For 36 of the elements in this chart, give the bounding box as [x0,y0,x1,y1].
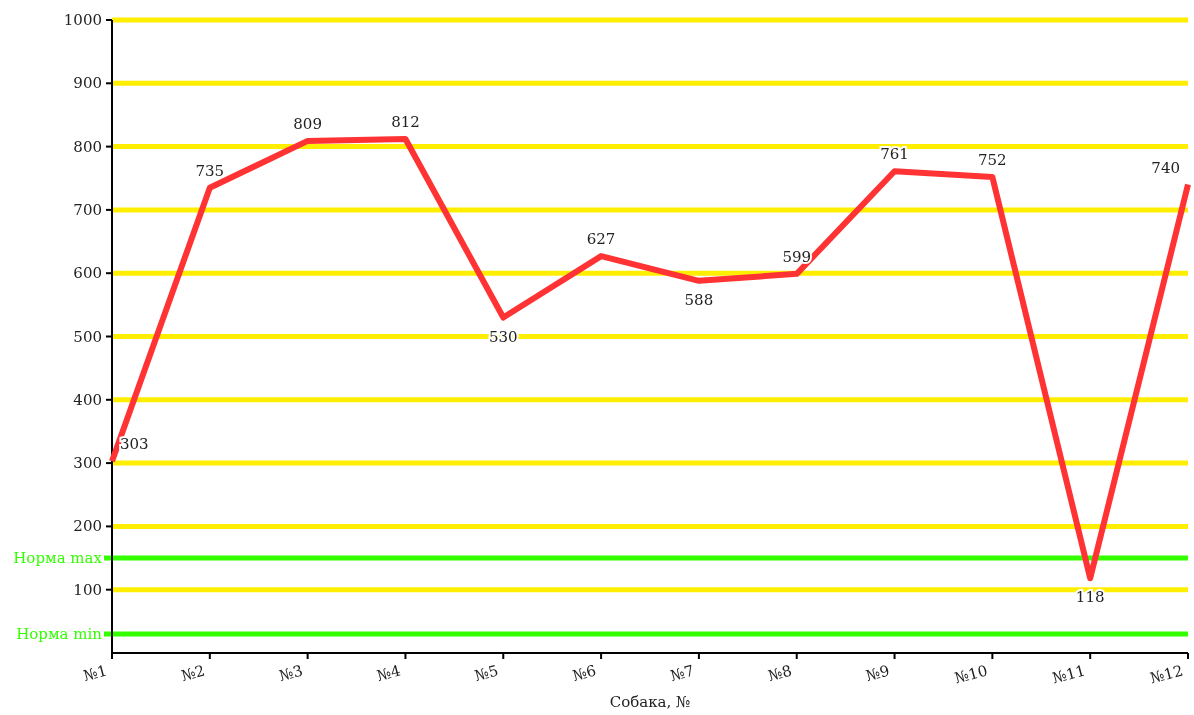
y-tick-label: 500 [73,327,102,346]
data-label: 303 [120,435,149,454]
data-label: 627 [586,230,616,249]
data-label: 812 [391,113,420,131]
y-tick-label: 700 [73,200,102,219]
x-tick-label: №7 [668,661,696,686]
ref-line-label: Норма max [13,549,103,568]
data-label: 752 [978,150,1007,169]
x-tick-label: №10 [952,661,990,688]
x-tick-label: №2 [179,661,207,686]
x-tick-label: №9 [863,661,892,686]
y-tick-label: 400 [73,390,102,409]
x-axis-title: Собака, № [609,693,691,711]
data-label: 761 [880,145,909,164]
y-tick-label: 800 [73,137,102,156]
x-tick-label: №8 [766,661,794,686]
y-tick-label: 100 [73,580,102,599]
x-tick-label: №3 [277,661,305,686]
data-label: 588 [684,290,714,309]
x-tick-label: №4 [374,661,403,686]
x-tick-label: №11 [1050,661,1088,688]
x-tick-label: №12 [1148,661,1186,688]
x-tick-label: №1 [81,661,110,686]
y-tick-label: 900 [73,74,102,93]
x-tick-label: №6 [570,661,599,686]
data-label: 809 [293,114,322,133]
data-label: 599 [782,247,812,266]
x-tick-label: №5 [472,661,501,686]
y-tick-label: 1000 [63,11,102,29]
data-label: 740 [1151,158,1180,177]
data-label: 118 [1075,588,1105,607]
data-label: 735 [195,161,225,180]
ref-line-label: Норма min [16,625,103,644]
y-tick-label: 300 [73,454,102,473]
y-tick-label: 600 [73,264,102,283]
y-tick-label: 200 [73,517,102,536]
